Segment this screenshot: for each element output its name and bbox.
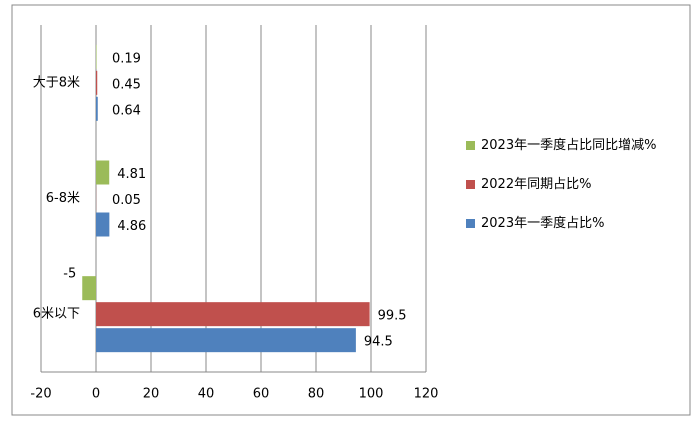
data-label: 4.81 bbox=[117, 167, 146, 182]
bar bbox=[82, 276, 96, 301]
legend-label: 2023年一季度占比同比增减% bbox=[481, 138, 657, 153]
legend-item: 2023年一季度占比同比增减% bbox=[466, 136, 686, 155]
chart-border bbox=[11, 4, 691, 416]
bar bbox=[96, 96, 98, 121]
data-label: 94.5 bbox=[364, 335, 393, 350]
legend-label: 2022年同期占比% bbox=[481, 177, 592, 192]
data-label: 0.19 bbox=[112, 51, 141, 66]
legend-swatch bbox=[466, 219, 475, 228]
legend-swatch bbox=[466, 141, 475, 150]
legend-item: 2022年同期占比% bbox=[466, 175, 686, 194]
x-tick-label: 20 bbox=[143, 387, 160, 402]
bar bbox=[96, 44, 97, 69]
bar bbox=[96, 328, 356, 353]
data-label: 0.05 bbox=[112, 193, 141, 208]
data-label: 4.86 bbox=[117, 219, 146, 234]
data-label: 99.5 bbox=[378, 309, 407, 324]
x-tick-label: 40 bbox=[198, 387, 215, 402]
x-tick-label: 120 bbox=[414, 387, 439, 402]
x-tick-label: 0 bbox=[92, 387, 100, 402]
x-tick-label: -20 bbox=[30, 387, 51, 402]
x-tick-label: 80 bbox=[308, 387, 325, 402]
y-tick-label: 大于8米 bbox=[33, 75, 80, 90]
y-tick-label: 6-8米 bbox=[46, 191, 80, 206]
data-label: 0.64 bbox=[112, 103, 141, 118]
bar bbox=[96, 212, 110, 237]
y-tick-label: 6米以下 bbox=[33, 307, 80, 322]
bar bbox=[96, 302, 370, 327]
legend-label: 2023年一季度占比% bbox=[481, 216, 605, 231]
bar bbox=[96, 70, 98, 95]
bar bbox=[96, 160, 110, 185]
legend: 2023年一季度占比同比增减% 2022年同期占比% 2023年一季度占比% bbox=[466, 136, 686, 253]
x-tick-label: 100 bbox=[359, 387, 384, 402]
legend-item: 2023年一季度占比% bbox=[466, 214, 686, 233]
legend-swatch bbox=[466, 180, 475, 189]
data-label: -5 bbox=[63, 267, 76, 282]
x-tick-label: 60 bbox=[253, 387, 270, 402]
data-label: 0.45 bbox=[112, 77, 141, 92]
